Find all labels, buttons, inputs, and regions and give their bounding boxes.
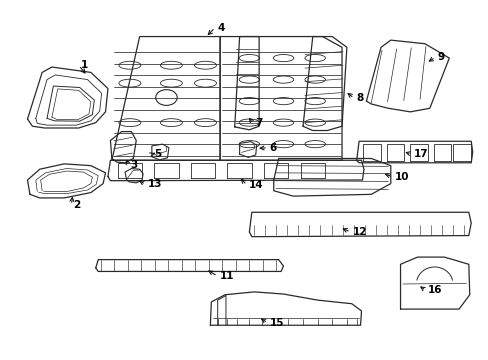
Text: 11: 11 <box>219 271 234 281</box>
Text: 9: 9 <box>437 52 444 62</box>
Text: 2: 2 <box>73 200 81 210</box>
Text: 17: 17 <box>413 149 427 159</box>
Text: 5: 5 <box>154 149 161 159</box>
Text: 10: 10 <box>394 172 409 182</box>
Text: 15: 15 <box>269 318 284 328</box>
Text: 13: 13 <box>148 179 162 189</box>
Text: 6: 6 <box>269 143 277 153</box>
Text: 3: 3 <box>130 160 137 170</box>
Text: 4: 4 <box>217 23 224 33</box>
Text: 12: 12 <box>352 227 366 237</box>
Text: 8: 8 <box>355 93 363 103</box>
Text: 16: 16 <box>427 285 442 296</box>
Text: 7: 7 <box>255 118 262 128</box>
Text: 14: 14 <box>248 180 263 190</box>
Text: 1: 1 <box>81 60 88 70</box>
